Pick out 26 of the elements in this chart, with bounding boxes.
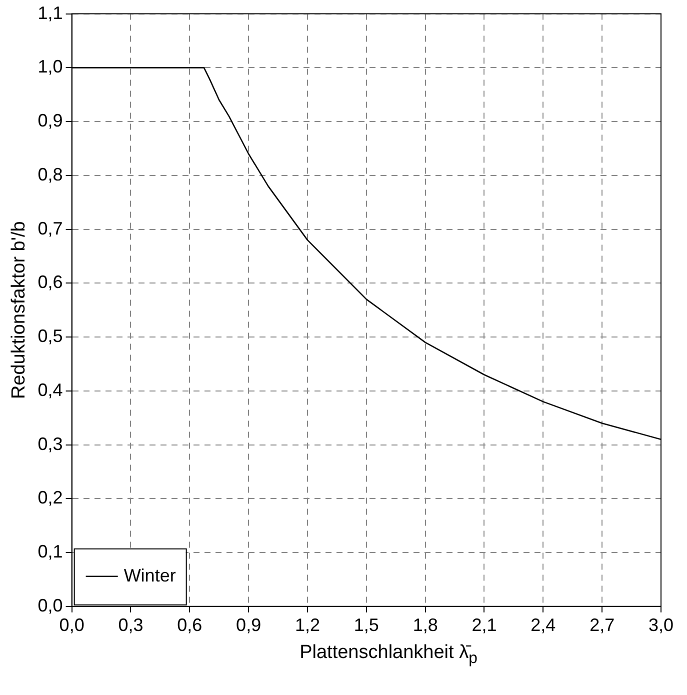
- x-tick-label: 3,0: [648, 615, 674, 636]
- y-tick-label: 0,4: [38, 380, 63, 400]
- y-tick-label: 0,3: [38, 434, 63, 454]
- y-tick-label: 1,1: [38, 2, 63, 23]
- x-axis-title: Plattenschlankheit λ̄$_{p}$: [298, 642, 478, 668]
- x-tick-label: 0,6: [177, 615, 202, 636]
- y-tick-label: 1,0: [38, 56, 63, 77]
- y-tick-label: 0,1: [38, 541, 63, 562]
- y-tick-label: 0,8: [38, 164, 63, 184]
- y-tick-label: 0,7: [38, 218, 63, 238]
- x-tick-label: 1,2: [294, 615, 320, 636]
- y-axis-title: Reduktionsfaktor b'/b: [8, 221, 30, 400]
- y-tick-label: 0,6: [38, 272, 63, 292]
- legend-label: Winter: [124, 565, 176, 586]
- x-tick-label: 0,9: [236, 615, 262, 636]
- y-tick-label: 0,9: [38, 110, 63, 131]
- x-tick-label: 0,0: [59, 615, 84, 636]
- x-tick-label: 0,3: [118, 615, 144, 636]
- x-tick-label: 2,1: [472, 615, 497, 636]
- x-tick-label: 1,8: [412, 615, 438, 636]
- y-tick-label: 0,2: [38, 488, 63, 508]
- y-tick-label: 0,5: [38, 326, 63, 346]
- x-tick-label: 1,5: [354, 615, 379, 636]
- x-tick-label: 2,7: [590, 615, 615, 636]
- y-tick-label: 0,0: [38, 595, 63, 616]
- x-tick-label: 2,4: [530, 615, 556, 636]
